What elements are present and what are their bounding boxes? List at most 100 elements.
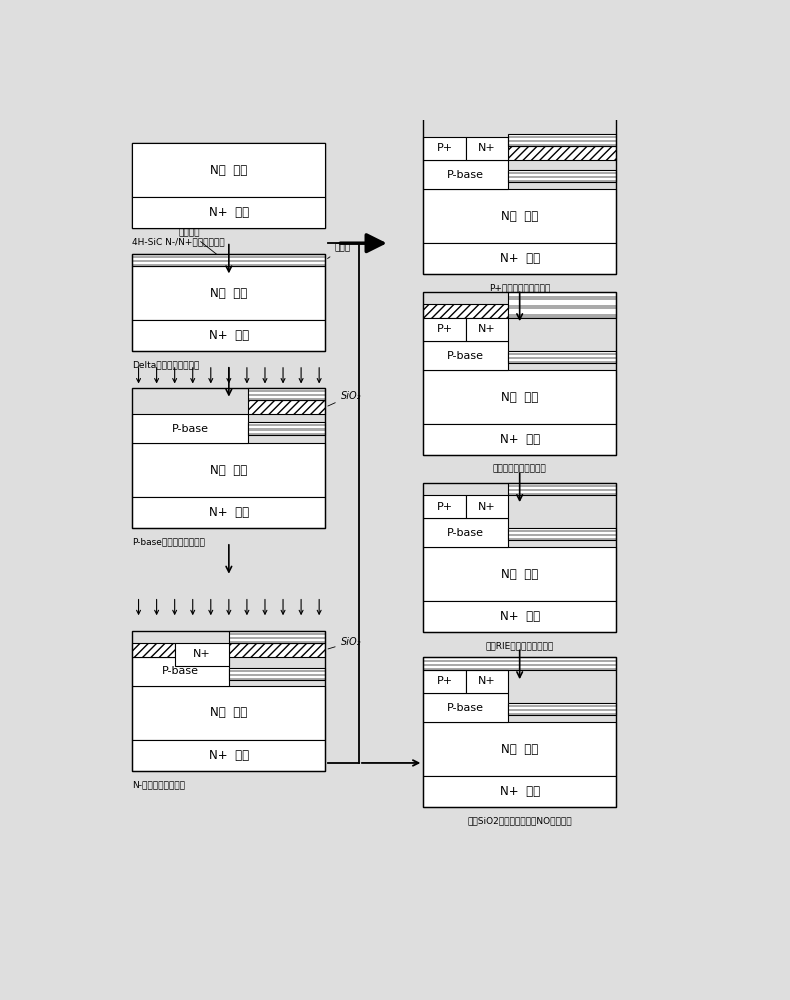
Bar — [465, 495, 508, 518]
Text: N+: N+ — [193, 649, 211, 659]
Bar — [508, 176, 616, 178]
Bar — [133, 254, 325, 351]
Bar — [423, 776, 616, 807]
Bar — [248, 388, 325, 390]
Text: N+  衬底: N+ 衬底 — [499, 252, 540, 265]
Text: N+  衬底: N+ 衬底 — [499, 433, 540, 446]
Bar — [508, 180, 616, 182]
Bar — [229, 631, 325, 643]
Bar — [508, 140, 616, 142]
Text: P+: P+ — [436, 324, 453, 334]
Bar — [508, 351, 616, 363]
Bar — [508, 707, 616, 709]
Bar — [508, 491, 616, 493]
Bar — [229, 674, 325, 676]
Bar — [248, 396, 325, 398]
Text: P+: P+ — [436, 502, 453, 512]
Bar — [423, 243, 616, 274]
Bar — [133, 443, 325, 497]
Bar — [508, 709, 616, 711]
Bar — [133, 256, 325, 258]
Bar — [423, 601, 616, 632]
Bar — [508, 705, 616, 707]
Text: 生长SiO2栅介质层，并在NO氛围退火: 生长SiO2栅介质层，并在NO氛围退火 — [468, 816, 572, 825]
Bar — [133, 258, 325, 260]
Bar — [229, 678, 325, 680]
Bar — [133, 657, 229, 686]
Bar — [423, 660, 616, 662]
Bar — [248, 433, 325, 435]
Text: P-base: P-base — [162, 666, 199, 676]
Bar — [133, 497, 325, 528]
Text: N－  外延: N－ 外延 — [210, 706, 247, 719]
Bar — [423, 160, 508, 189]
Bar — [508, 314, 616, 318]
Bar — [423, 483, 616, 632]
Bar — [133, 262, 325, 264]
Text: P+: P+ — [436, 143, 453, 153]
Text: P+接触区高温离子注入: P+接触区高温离子注入 — [489, 283, 551, 292]
Bar — [423, 664, 616, 666]
Bar — [423, 189, 616, 243]
Bar — [423, 137, 465, 160]
Bar — [423, 495, 465, 518]
Bar — [133, 197, 325, 228]
Text: N+: N+ — [478, 324, 496, 334]
Bar — [508, 528, 616, 540]
Text: SiO₂: SiO₂ — [328, 637, 361, 649]
Bar — [508, 353, 616, 355]
Bar — [248, 422, 325, 424]
Bar — [508, 489, 616, 491]
Text: P-base: P-base — [447, 528, 484, 538]
Bar — [508, 170, 616, 172]
Bar — [423, 657, 616, 807]
Bar — [229, 633, 325, 635]
Bar — [248, 400, 325, 414]
Bar — [175, 643, 229, 666]
Bar — [508, 142, 616, 144]
Bar — [423, 424, 616, 455]
Bar — [229, 639, 325, 641]
Text: N－  外延: N－ 外延 — [210, 464, 247, 477]
Bar — [508, 485, 616, 487]
Bar — [508, 174, 616, 176]
Bar — [248, 394, 325, 396]
Bar — [133, 254, 325, 266]
Bar — [248, 398, 325, 400]
Bar — [248, 422, 325, 435]
Bar — [465, 670, 508, 693]
Bar — [423, 722, 616, 776]
Bar — [508, 146, 616, 160]
Text: N+  衬底: N+ 衬底 — [209, 506, 249, 519]
Bar — [423, 292, 616, 455]
Bar — [465, 318, 508, 341]
Text: N－  外延: N－ 外延 — [501, 210, 538, 223]
Bar — [423, 518, 508, 547]
Text: P-base区域高温离子注入: P-base区域高温离子注入 — [133, 537, 205, 546]
Bar — [133, 260, 325, 262]
Bar — [133, 266, 325, 320]
Bar — [465, 137, 508, 160]
Bar — [133, 740, 325, 771]
Bar — [248, 388, 325, 400]
Bar — [229, 668, 325, 680]
Bar — [229, 670, 325, 672]
Bar — [229, 641, 325, 643]
Bar — [423, 662, 616, 664]
Bar — [248, 424, 325, 426]
Bar — [133, 388, 325, 528]
Bar — [133, 254, 325, 256]
Bar — [248, 426, 325, 428]
Bar — [508, 134, 616, 146]
Bar — [133, 643, 175, 657]
Bar — [423, 668, 616, 670]
Bar — [423, 657, 616, 670]
Bar — [508, 138, 616, 140]
Bar — [508, 300, 616, 305]
Bar — [508, 361, 616, 363]
Bar — [423, 657, 616, 660]
Text: 覆盖高温退火碳保护膜: 覆盖高温退火碳保护膜 — [493, 464, 547, 473]
Text: N+  衬底: N+ 衬底 — [209, 749, 249, 762]
Bar — [229, 635, 325, 637]
Bar — [229, 631, 325, 633]
